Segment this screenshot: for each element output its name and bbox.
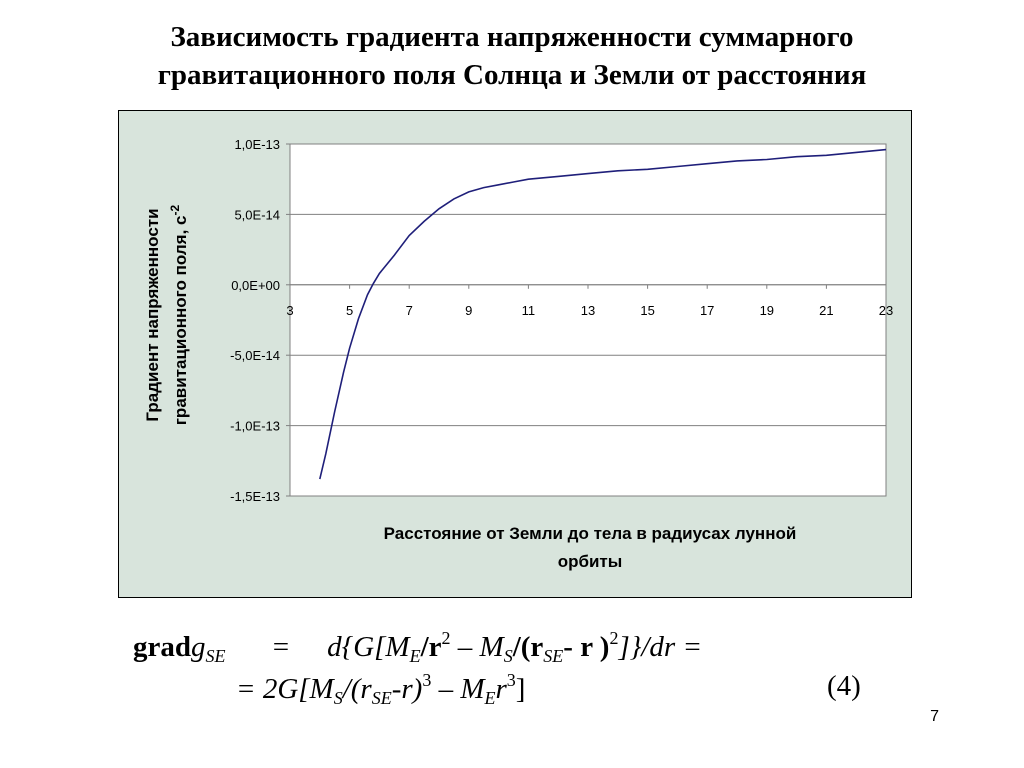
- x-axis-label-line-2: орбиты: [557, 552, 623, 571]
- y-axis-label-line-2: гравитационного поля, с-2: [168, 204, 190, 426]
- y-tick-label: -5,0E-14: [230, 348, 280, 363]
- x-tick-label: 7: [406, 303, 413, 318]
- x-tick-label: 23: [879, 303, 893, 318]
- formula-grad: grad: [133, 631, 191, 663]
- formula-line-2: = 2G[MS/(rSE-r)3 – MEr3]: [236, 670, 526, 708]
- x-tick-label: 13: [581, 303, 595, 318]
- y-tick-label: -1,5E-13: [230, 489, 280, 504]
- x-tick-label: 19: [760, 303, 774, 318]
- slide-title: Зависимость градиента напряженности сумм…: [0, 18, 1024, 94]
- x-tick-label: 3: [286, 303, 293, 318]
- formula-number: (4): [827, 670, 861, 702]
- formula-line-1: gradgSE = d{G[ME/r2 – MS/(rSE- r )2]}/dr …: [133, 628, 703, 666]
- x-tick-label: 11: [522, 303, 536, 318]
- x-tick-label: 15: [640, 303, 654, 318]
- x-axis-label: Расстояние от Земли до тела в радиусах л…: [290, 520, 890, 576]
- series-layer: [319, 148, 887, 480]
- y-tick-label: 1,0E-13: [234, 137, 280, 152]
- y-axis-label: Градиент напряженности гравитационного п…: [142, 205, 192, 425]
- x-tick-label: 5: [346, 303, 353, 318]
- plot-area: [289, 143, 887, 497]
- title-line-1: Зависимость градиента напряженности сумм…: [170, 21, 854, 53]
- series-line: [319, 148, 887, 480]
- x-tick-label: 17: [700, 303, 714, 318]
- title-line-2: гравитационного поля Солнца и Земли от р…: [157, 59, 867, 91]
- x-tick-label: 9: [465, 303, 472, 318]
- y-axis-label-line-1: Градиент напряженности: [143, 208, 163, 422]
- y-axis-label-superscript: -2: [168, 204, 183, 216]
- x-tick-label: 21: [819, 303, 833, 318]
- y-axis: 1,0E-13 5,0E-14 0,0E+00 -5,0E-14 -1,0E-13 -1,…: [230, 137, 290, 504]
- page-number: 7: [930, 708, 939, 725]
- formula-g: g: [191, 631, 206, 663]
- y-tick-label: 5,0E-14: [234, 207, 280, 222]
- x-axis: 3 5 7 9 11 13 15 17 19 21 23: [286, 284, 893, 318]
- y-tick-label: -1,0E-13: [230, 419, 280, 434]
- y-tick-label: 0,0E+00: [231, 278, 280, 293]
- x-axis-label-line-1: Расстояние от Земли до тела в радиусах л…: [383, 524, 797, 543]
